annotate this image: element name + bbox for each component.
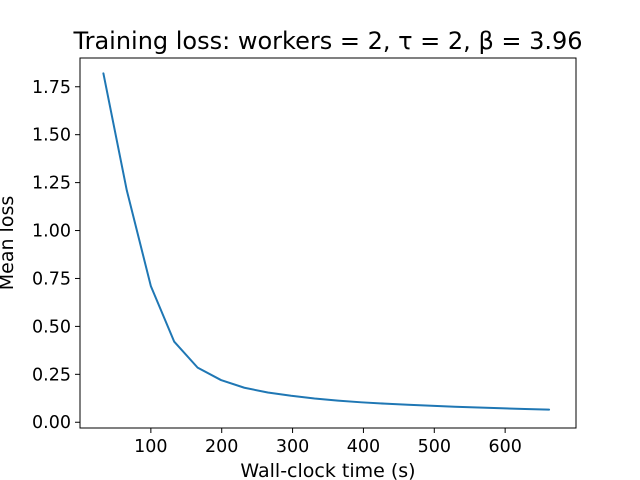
plot-area	[79, 57, 577, 429]
y-tick-label: 1.00	[32, 222, 71, 242]
y-tick-label: 1.25	[32, 174, 71, 194]
y-tick-label: 1.75	[32, 78, 71, 98]
y-axis: 0.00 0.25 0.50 0.75 1.00 1.25 1.50 1.75	[32, 78, 80, 433]
x-tick-label: 100	[134, 437, 167, 457]
chart-title: Training loss: workers = 2, τ = 2, β = 3…	[72, 27, 582, 55]
y-tick-label: 0.00	[32, 413, 71, 433]
x-tick-label: 200	[205, 437, 238, 457]
x-axis: 100 200 300 400 500 600	[134, 428, 522, 457]
y-tick-label: 0.50	[32, 317, 71, 337]
x-axis-label: Wall-clock time (s)	[240, 460, 415, 480]
y-tick-label: 0.25	[32, 365, 71, 385]
x-tick-label: 500	[418, 437, 451, 457]
series-group	[102, 72, 551, 411]
y-tick-label: 1.50	[32, 126, 71, 146]
y-axis-label: Mean loss	[0, 196, 18, 291]
x-tick-label: 300	[276, 437, 309, 457]
x-tick-label: 600	[488, 437, 521, 457]
y-tick-label: 0.75	[32, 269, 71, 289]
x-tick-label: 400	[347, 437, 380, 457]
loss-series-line	[102, 72, 551, 411]
